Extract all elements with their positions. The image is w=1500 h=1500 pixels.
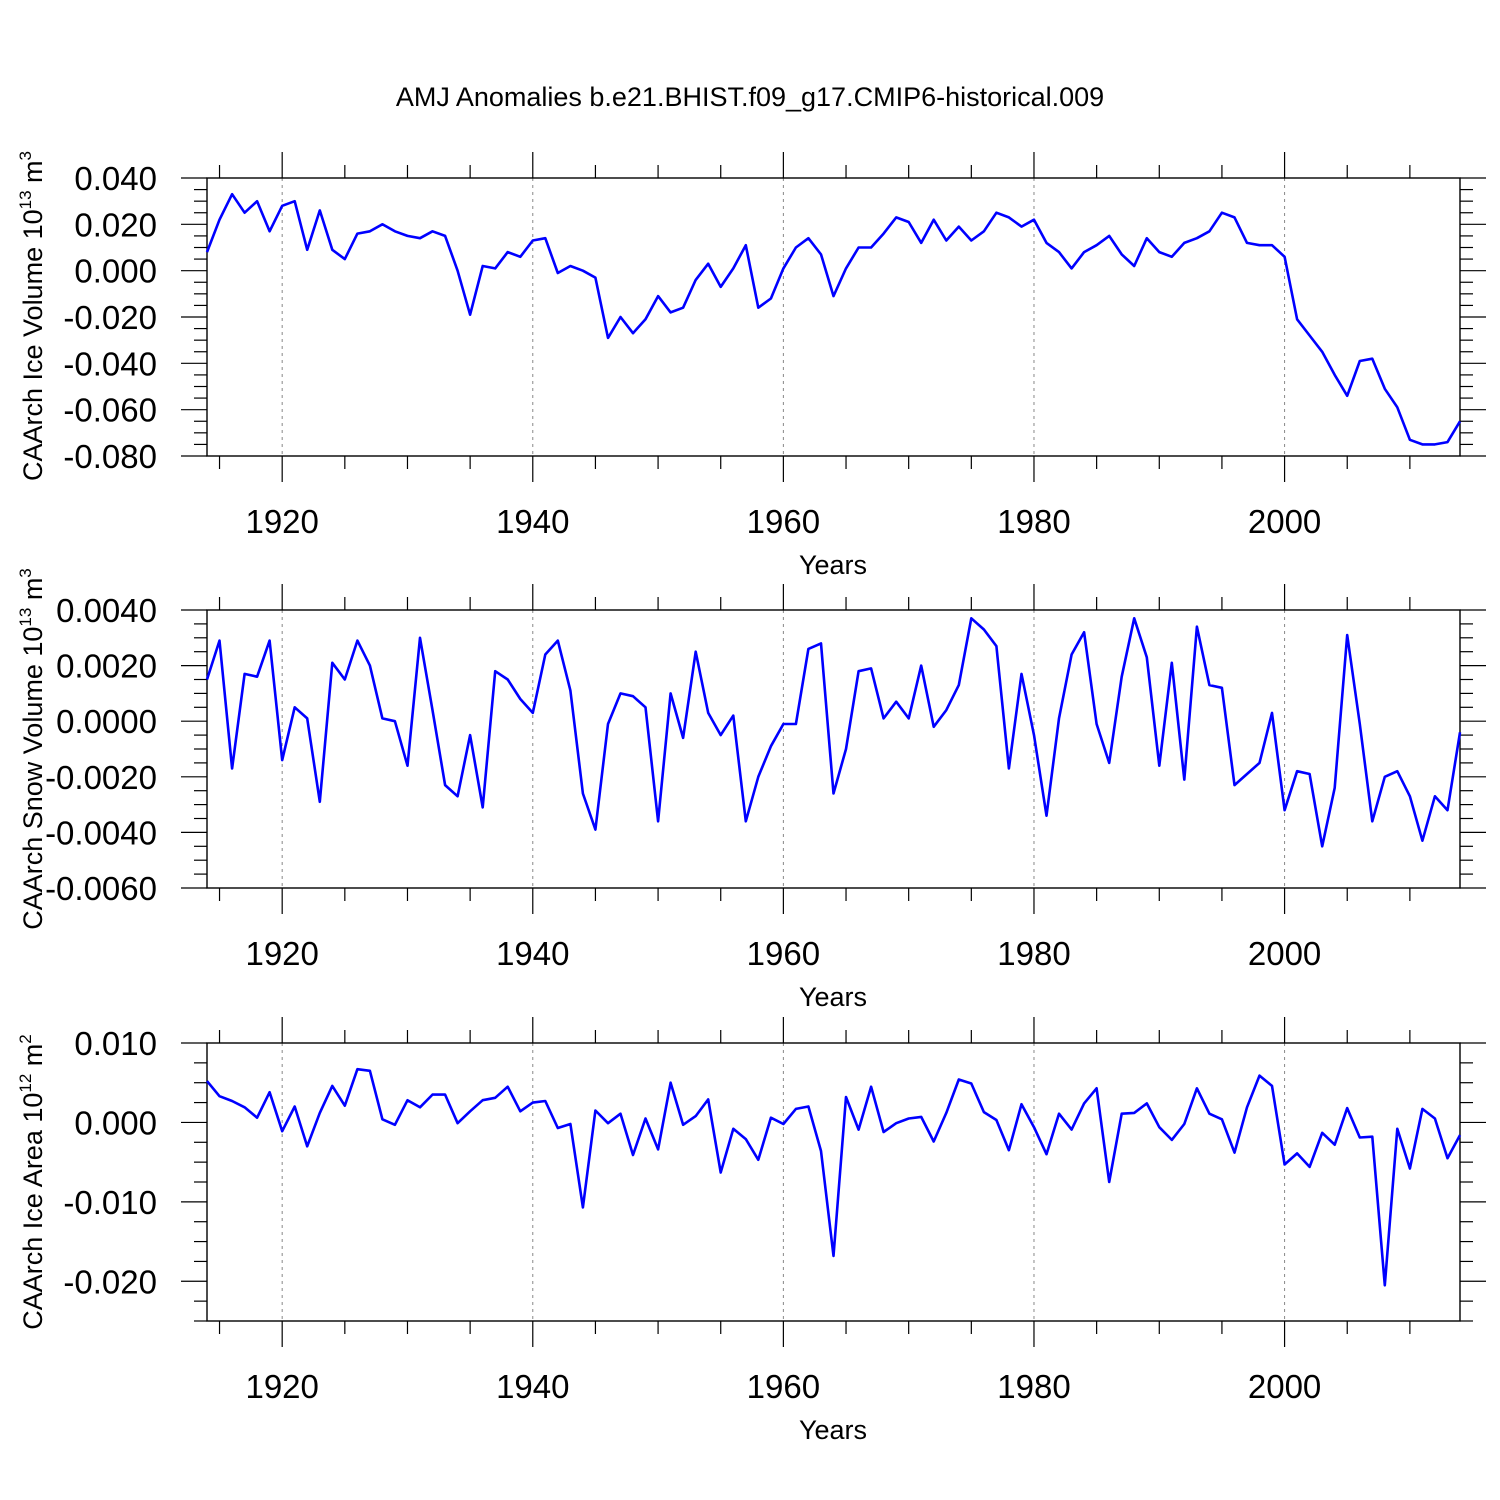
y-tick-label: -0.020	[63, 299, 157, 336]
y-axis-label-ylabel-main: CAArch Ice Volume 10	[18, 209, 48, 481]
y-tick-label: 0.0000	[56, 703, 157, 740]
x-tick-label: 1920	[245, 935, 318, 972]
series-line	[205, 616, 1462, 848]
panel-2: 0.0040 0.0020 0.0000 -0.0020 -0.0040 -0.0060 1…	[16, 568, 1486, 1012]
y-tick-label: -0.0020	[45, 759, 157, 796]
y-axis-label-ylabel-unit: m	[18, 1044, 48, 1074]
y-axis-label: CAArch Ice Volume 1013 m3	[16, 151, 48, 481]
y-tick-label: 0.0020	[56, 648, 157, 685]
x-tick-label: 1960	[747, 935, 820, 972]
y-tick-label: 0.020	[74, 206, 157, 243]
y-tick-label: -0.0040	[45, 814, 157, 851]
x-tick-label: 1920	[245, 1368, 318, 1405]
y-tick-label: 0.0040	[56, 592, 157, 629]
y-axis-label-ylabel-sup: 13	[16, 190, 35, 209]
y-axis-label-ylabel-unit-sup: 3	[16, 151, 35, 160]
plot-frame	[206, 177, 1461, 457]
panel-1: 0.040 0.020 0.000 -0.020 -0.040 -0.060 -0.080 1…	[16, 151, 1486, 580]
series-line	[205, 1067, 1462, 1287]
x-axis-label: Years	[799, 1415, 867, 1445]
y-axis-label-ylabel-unit-sup: 3	[16, 568, 35, 577]
panels: 0.040 0.020 0.000 -0.020 -0.040 -0.060 -0.080 1…	[16, 151, 1486, 1445]
panel-3: 0.010 0.000 -0.010 -0.020 1920 1940 1960 1980 20…	[16, 1017, 1486, 1445]
chart-title: AMJ Anomalies b.e21.BHIST.f09_g17.CMIP6-…	[396, 82, 1104, 112]
x-tick-label: 1940	[496, 935, 569, 972]
x-tick-label: 1980	[997, 935, 1070, 972]
x-tick-label: 1960	[747, 503, 820, 540]
y-tick-label: -0.010	[63, 1184, 157, 1221]
x-tick-label: 1980	[997, 503, 1070, 540]
x-axis-label: Years	[799, 550, 867, 580]
y-axis-label-ylabel-unit-sup: 2	[16, 1034, 35, 1043]
x-tick-label: 2000	[1248, 503, 1321, 540]
y-tick-label: 0.040	[74, 160, 157, 197]
y-axis-label: CAArch Ice Area 1012 m2	[16, 1034, 48, 1330]
y-axis-label-ylabel-sup: 13	[16, 608, 35, 627]
y-tick-label: -0.060	[63, 392, 157, 429]
y-axis-label: CAArch Snow Volume 1013 m3	[16, 568, 48, 930]
y-tick-label: -0.080	[63, 438, 157, 475]
y-axis-label-ylabel-unit: m	[18, 578, 48, 608]
y-tick-label: -0.020	[63, 1263, 157, 1300]
y-axis-label-ylabel-unit: m	[18, 160, 48, 190]
y-tick-label: 0.000	[74, 253, 157, 290]
y-axis-label-ylabel-main: CAArch Snow Volume 10	[18, 627, 48, 930]
plot-frame	[206, 609, 1461, 889]
y-tick-label: -0.040	[63, 345, 157, 382]
y-tick-label: 0.010	[74, 1025, 157, 1062]
x-axis-label: Years	[799, 982, 867, 1012]
y-tick-label: 0.000	[74, 1104, 157, 1141]
x-tick-label: 1960	[747, 1368, 820, 1405]
y-tick-label: -0.0060	[45, 870, 157, 907]
y-axis-label-ylabel-sup: 12	[16, 1074, 35, 1093]
x-tick-label: 1940	[496, 503, 569, 540]
y-axis-label-ylabel-main: CAArch Ice Area 10	[18, 1093, 48, 1330]
x-tick-label: 1940	[496, 1368, 569, 1405]
series-line	[205, 192, 1462, 446]
x-tick-label: 2000	[1248, 935, 1321, 972]
x-tick-label: 2000	[1248, 1368, 1321, 1405]
x-tick-label: 1920	[245, 503, 318, 540]
x-tick-label: 1980	[997, 1368, 1070, 1405]
